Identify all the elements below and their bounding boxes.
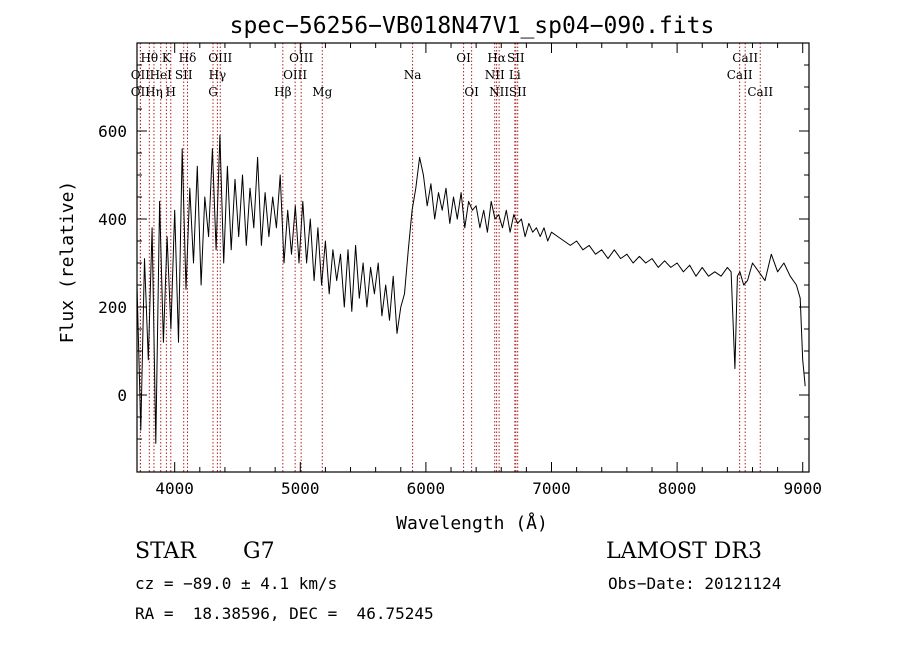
line-label: SII (175, 68, 193, 82)
plot-frame (136, 42, 810, 473)
line-label: K (162, 51, 172, 65)
line-label: OIII (283, 68, 307, 82)
x-axis-label: Wavelength (Å) (396, 512, 548, 534)
line-label: NII (485, 68, 505, 82)
x-tick-label: 5000 (281, 479, 320, 498)
y-axis-label: Flux (relative) (57, 181, 78, 344)
line-label: NII (489, 85, 509, 99)
line-label: SII (509, 85, 527, 99)
line-label: Hγ (209, 68, 227, 82)
line-label: CaII (732, 51, 758, 65)
line-label: OII (131, 68, 151, 82)
x-tick-label: 9000 (783, 479, 822, 498)
line-label: Hβ (274, 85, 291, 99)
y-tick-label: 600 (98, 122, 127, 141)
line-label: Hθ (140, 51, 158, 65)
observation-date: Obs−Date: 20121124 (608, 574, 782, 593)
object-subclass: G7 (243, 539, 275, 564)
line-label: H (166, 85, 176, 99)
line-label: HeI (150, 68, 173, 82)
spectrum-line (136, 134, 806, 444)
y-tick-label: 400 (98, 210, 127, 229)
series-group (136, 134, 806, 444)
line-markers (139, 43, 761, 472)
line-label: Li (509, 68, 521, 82)
line-label: Hα (487, 51, 506, 65)
x-tick-label: 7000 (532, 479, 571, 498)
line-label: G (208, 85, 218, 99)
coordinates: RA = 18.38596, DEC = 46.75245 (135, 604, 434, 623)
line-label: Mg (312, 85, 332, 99)
line-label: SII (507, 51, 525, 65)
x-tick-label: 6000 (407, 479, 446, 498)
line-labels: OII OII Hθ Hη HeI K H SII Hδ OIII Hγ G Hβ OIII OIII Mg N… (131, 51, 774, 99)
line-label: OI (464, 85, 479, 99)
line-label: Na (404, 68, 422, 82)
line-label: OI (456, 51, 471, 65)
x-tick-label: 8000 (658, 479, 697, 498)
line-label: Hδ (179, 51, 197, 65)
x-axis-ticks: 4000 5000 6000 7000 8000 9000 (155, 43, 822, 498)
line-label: Hη (145, 85, 163, 99)
line-label: CaII (727, 68, 753, 82)
line-label: OII (131, 85, 151, 99)
line-label: CaII (747, 85, 773, 99)
survey-name: LAMOST DR3 (606, 539, 762, 564)
y-tick-label: 200 (98, 298, 127, 317)
chart-title: spec−56256−VB018N47V1_sp04−090.fits (230, 13, 715, 39)
x-tick-label: 4000 (155, 479, 194, 498)
redshift-value: cz = −89.0 ± 4.1 km/s (135, 574, 338, 593)
y-tick-label: 0 (117, 386, 127, 405)
object-class: STAR (135, 539, 196, 564)
y-axis-ticks: 0 200 400 600 (98, 64, 809, 440)
line-label: OIII (289, 51, 313, 65)
line-label: OIII (208, 51, 232, 65)
